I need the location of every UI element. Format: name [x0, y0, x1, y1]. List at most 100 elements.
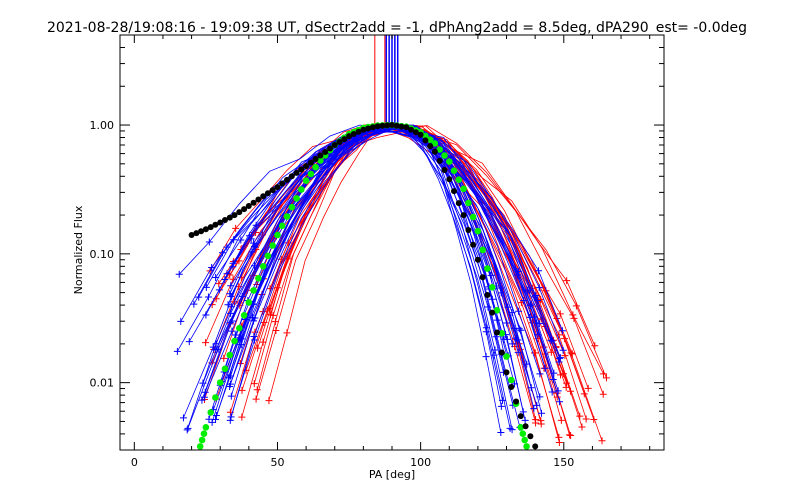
blue-plus-marker	[491, 346, 499, 354]
black-point	[231, 212, 238, 219]
blue-plus-marker	[533, 296, 541, 304]
green-point	[202, 424, 210, 431]
black-point	[217, 219, 224, 226]
green-point	[460, 185, 467, 193]
chart-title: 2021-08-28/19:08:16 - 19:09:38 UT, dSect…	[47, 20, 747, 36]
green-point	[422, 132, 429, 140]
green-point	[198, 436, 206, 444]
blue-plus-marker	[497, 284, 505, 292]
vertical-lines-layer	[374, 35, 399, 128]
blue-plus-marker	[226, 416, 234, 424]
red-plus-marker	[598, 437, 606, 445]
black-point	[212, 221, 219, 228]
red-plus-marker	[254, 344, 262, 352]
black-point	[298, 166, 305, 173]
green-point	[521, 436, 528, 444]
red-plus-marker	[590, 416, 598, 423]
green-point	[278, 222, 286, 230]
green-point	[196, 443, 204, 450]
red-plus-marker	[567, 349, 575, 357]
red-plus-marker	[283, 329, 291, 337]
blue-plus-marker	[237, 341, 245, 349]
x-tick-label: 0	[131, 456, 138, 469]
green-point	[426, 136, 434, 143]
black-point	[250, 199, 257, 206]
green-point	[269, 242, 277, 249]
red-plus-marker	[557, 371, 565, 379]
green-point	[216, 379, 224, 386]
blue-plus-marker	[247, 235, 255, 243]
black-point	[327, 145, 333, 152]
green-point	[302, 177, 310, 184]
green-point	[517, 424, 525, 431]
blue-plus-marker	[251, 242, 259, 250]
black-point	[517, 413, 524, 420]
black-point	[317, 152, 324, 159]
green-point	[436, 146, 444, 153]
blue-plus-marker	[228, 327, 236, 335]
blue-plus-marker	[558, 327, 566, 335]
red-plus-marker	[555, 439, 563, 447]
black-point	[460, 212, 467, 219]
black-point	[346, 133, 353, 140]
green-point	[307, 170, 315, 178]
red-plus-marker	[265, 397, 273, 405]
x-axis-label: PA [deg]	[369, 468, 415, 481]
blue-plus-marker	[227, 303, 235, 311]
blue-plus-marker	[508, 426, 516, 434]
green-point	[236, 324, 243, 332]
green-point	[288, 203, 296, 211]
x-tick-label: 150	[553, 456, 574, 469]
black-point	[513, 398, 520, 405]
blue-plus-marker	[199, 379, 207, 387]
green-point	[519, 430, 527, 438]
black-point	[312, 156, 319, 162]
green-point	[465, 199, 472, 207]
blue-plus-marker	[250, 336, 258, 344]
black-point	[202, 226, 209, 233]
blue-plus-marker	[205, 238, 213, 246]
red-series-line	[269, 127, 571, 436]
x-axis: 0 50 100 150	[131, 35, 651, 469]
blue-plus-marker	[179, 414, 187, 422]
blue-plus-marker	[212, 273, 220, 281]
red-plus-marker	[537, 417, 545, 425]
red-plus-marker	[557, 416, 565, 424]
black-point	[374, 123, 381, 130]
x-tick-label: 100	[410, 456, 431, 469]
green-point	[508, 376, 515, 384]
blue-plus-marker	[482, 328, 490, 336]
green-point	[441, 152, 448, 159]
black-point	[264, 190, 271, 197]
blue-plus-marker	[538, 409, 546, 417]
y-tick-label: 0.10	[90, 248, 115, 261]
blue-plus-marker	[497, 429, 505, 437]
black-point	[293, 169, 300, 176]
blue-plus-marker	[482, 353, 490, 361]
black-point	[389, 122, 395, 128]
black-point	[522, 423, 529, 430]
blue-plus-marker	[250, 317, 258, 325]
green-point	[523, 443, 530, 450]
black-point	[489, 309, 496, 316]
black-point	[474, 256, 481, 263]
blue-plus-marker	[229, 263, 237, 271]
green-point	[298, 186, 305, 193]
blue-plus-marker	[508, 340, 516, 348]
red-plus-marker	[567, 432, 575, 440]
black-point	[441, 167, 448, 173]
black-point	[188, 232, 195, 238]
black-point	[207, 224, 214, 231]
black-point	[355, 128, 362, 135]
blue-plus-marker	[184, 424, 192, 432]
blue-plus-marker	[555, 358, 563, 366]
black-point	[422, 137, 429, 144]
green-point	[446, 158, 453, 165]
green-point	[221, 365, 229, 373]
green-point	[264, 252, 272, 260]
red-plus-marker	[599, 370, 607, 378]
black-point	[331, 142, 338, 148]
red-plus-marker	[259, 338, 267, 346]
black-point	[527, 433, 534, 440]
green-points-layer	[196, 121, 530, 450]
